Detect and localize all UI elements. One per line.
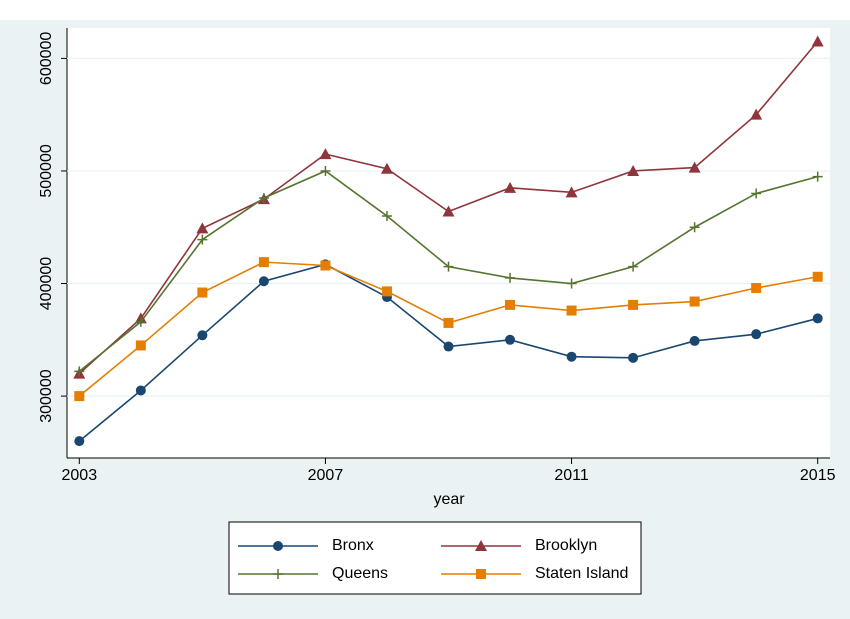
plot-region: [67, 28, 830, 458]
marker: [811, 35, 824, 47]
marker: [751, 329, 762, 340]
legend-label: Brooklyn: [535, 537, 597, 554]
marker: [505, 334, 516, 345]
marker: [381, 286, 392, 297]
legend-marker: [273, 569, 283, 579]
x-tick-label: 2003: [62, 467, 98, 484]
marker: [812, 171, 823, 182]
grid: [67, 57, 830, 397]
marker: [380, 162, 393, 174]
marker: [565, 186, 578, 198]
marker: [196, 222, 209, 234]
legend: [228, 521, 642, 595]
marker: [135, 316, 146, 327]
marker: [566, 278, 577, 289]
marker: [442, 205, 455, 217]
x-tick-label: 2007: [308, 467, 344, 484]
marker: [135, 340, 146, 351]
marker: [751, 283, 762, 294]
marker: [197, 234, 208, 245]
marker: [74, 366, 85, 377]
x-axis-title: year: [433, 491, 465, 508]
marker: [74, 436, 85, 447]
marker: [750, 108, 763, 120]
y-tick-label: 400000: [38, 257, 55, 310]
y-tick-label: 500000: [38, 144, 55, 197]
marker: [319, 148, 332, 160]
marker: [258, 257, 269, 268]
legend-marker: [273, 541, 283, 551]
marker: [197, 287, 208, 298]
marker: [812, 313, 823, 324]
marker: [320, 260, 331, 271]
marker: [688, 161, 701, 173]
marker: [443, 341, 454, 352]
marker: [689, 335, 700, 346]
marker: [566, 351, 577, 362]
y-tick-label: 600000: [38, 32, 55, 85]
marker: [504, 181, 517, 193]
x-tick-label: 2011: [554, 467, 589, 484]
marker: [751, 188, 762, 199]
marker: [628, 299, 639, 310]
marker: [689, 296, 700, 307]
marker: [74, 391, 85, 402]
marker: [505, 299, 516, 310]
marker: [689, 222, 700, 233]
x-tick-label: 2015: [800, 467, 836, 484]
marker: [135, 385, 146, 396]
marker: [566, 305, 577, 316]
legend-label: Staten Island: [535, 565, 628, 582]
marker: [628, 261, 639, 272]
marker: [628, 352, 639, 363]
marker: [320, 165, 331, 176]
marker: [258, 192, 269, 203]
legend-marker: [476, 569, 486, 579]
marker: [505, 272, 516, 283]
y-tick-label: 300000: [38, 369, 55, 422]
marker: [258, 276, 269, 287]
marker: [627, 164, 640, 176]
marker: [381, 210, 392, 221]
marker: [197, 330, 208, 341]
marker: [443, 317, 454, 328]
legend-marker: [475, 540, 487, 551]
legend-label: Queens: [332, 565, 388, 582]
legend-label: Bronx: [332, 537, 374, 554]
marker: [812, 271, 823, 282]
marker: [443, 261, 454, 272]
